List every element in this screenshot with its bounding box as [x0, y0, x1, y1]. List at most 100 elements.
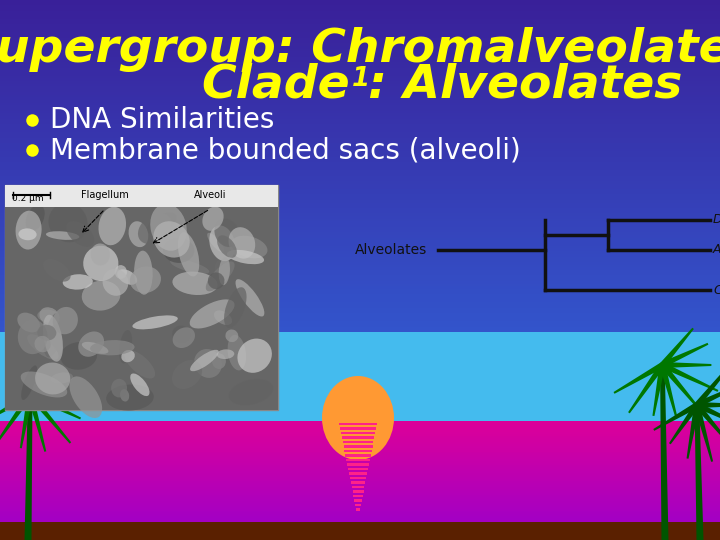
Bar — [0, 388, 720, 392]
Bar — [0, 199, 720, 202]
Polygon shape — [28, 393, 71, 444]
Bar — [0, 269, 720, 273]
Bar — [0, 12, 720, 16]
Bar — [0, 309, 720, 313]
Bar — [0, 444, 720, 448]
Ellipse shape — [163, 238, 194, 263]
Bar — [0, 464, 720, 467]
Bar — [0, 64, 720, 68]
Polygon shape — [24, 395, 32, 540]
Bar — [0, 463, 720, 467]
Ellipse shape — [46, 231, 79, 240]
Ellipse shape — [117, 269, 138, 285]
Ellipse shape — [207, 233, 224, 252]
Bar — [0, 66, 720, 70]
Bar — [0, 435, 720, 438]
Bar — [0, 150, 720, 154]
Bar — [0, 277, 720, 281]
Bar — [0, 26, 720, 30]
Ellipse shape — [18, 320, 48, 354]
Bar — [0, 517, 720, 521]
Bar — [0, 77, 720, 81]
Bar — [0, 486, 720, 489]
Ellipse shape — [40, 307, 60, 326]
Bar — [0, 39, 720, 43]
Bar — [0, 369, 720, 373]
Bar — [0, 266, 720, 270]
Bar — [0, 523, 720, 526]
Bar — [0, 366, 720, 370]
Bar — [0, 91, 720, 94]
Polygon shape — [662, 362, 711, 368]
Bar — [0, 350, 720, 354]
Polygon shape — [687, 404, 700, 459]
Bar — [0, 58, 720, 62]
Bar — [0, 531, 720, 534]
Bar — [0, 291, 720, 294]
Bar — [0, 508, 720, 510]
Ellipse shape — [217, 235, 237, 258]
Bar — [354, 495, 363, 497]
Ellipse shape — [214, 310, 232, 325]
Bar — [0, 537, 720, 540]
Bar — [0, 250, 720, 254]
Bar — [0, 104, 720, 108]
Bar — [0, 272, 720, 275]
Text: Ciliates: Ciliates — [713, 284, 720, 296]
Bar — [0, 102, 720, 105]
Bar — [0, 191, 720, 194]
Bar — [0, 504, 720, 508]
Bar — [0, 525, 720, 529]
Bar — [0, 228, 720, 232]
Ellipse shape — [235, 279, 264, 316]
Ellipse shape — [212, 353, 226, 369]
Bar — [0, 523, 720, 526]
Polygon shape — [28, 355, 64, 397]
Bar — [0, 83, 720, 86]
Bar — [0, 425, 720, 428]
Bar — [0, 488, 720, 491]
Bar — [0, 110, 720, 113]
Bar — [0, 535, 720, 538]
Bar — [0, 377, 720, 381]
Bar — [349, 472, 367, 475]
Bar — [0, 423, 720, 426]
Polygon shape — [30, 392, 85, 398]
Bar — [0, 50, 720, 54]
Ellipse shape — [153, 221, 190, 258]
Bar — [0, 242, 720, 246]
Bar — [0, 474, 720, 478]
Text: Alveoli: Alveoli — [194, 190, 226, 200]
Bar — [0, 404, 720, 408]
Bar — [0, 450, 720, 454]
Bar — [0, 42, 720, 46]
Text: : Alveolates: : Alveolates — [368, 63, 683, 107]
Bar — [0, 0, 720, 3]
Bar — [0, 401, 720, 405]
Bar — [0, 334, 720, 338]
Ellipse shape — [19, 228, 37, 240]
Bar — [0, 509, 720, 513]
Bar — [347, 463, 369, 465]
Bar — [0, 358, 720, 362]
Bar — [0, 320, 720, 324]
Bar — [353, 490, 364, 492]
Bar — [0, 255, 720, 259]
Polygon shape — [661, 343, 708, 368]
Ellipse shape — [172, 272, 217, 295]
Bar — [0, 531, 720, 535]
Ellipse shape — [130, 266, 161, 293]
Bar — [0, 274, 720, 278]
Bar — [0, 231, 720, 235]
Bar — [0, 453, 720, 456]
Bar — [343, 445, 372, 448]
Bar — [0, 441, 720, 444]
Bar — [0, 501, 720, 505]
Ellipse shape — [48, 203, 88, 242]
Polygon shape — [695, 357, 720, 407]
Bar — [0, 304, 720, 308]
Bar — [0, 307, 720, 310]
Bar — [0, 220, 720, 224]
Bar — [0, 458, 720, 462]
Bar — [0, 15, 720, 19]
